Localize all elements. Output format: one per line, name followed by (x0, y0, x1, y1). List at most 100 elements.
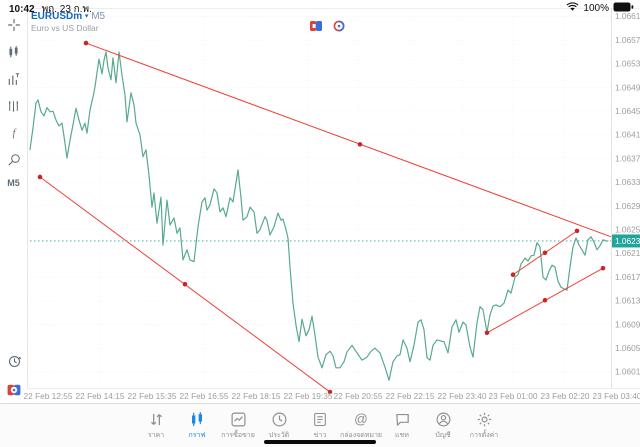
price-tick-label: 1.06050 (615, 343, 640, 353)
price-tick-label: 1.06610 (615, 11, 640, 21)
grid (30, 12, 611, 388)
time-tick-label: 23 Feb 02:20 (541, 391, 590, 401)
price-tick-label: 1.06010 (615, 367, 640, 377)
svg-text:f: f (12, 128, 16, 139)
history-icon (271, 410, 288, 428)
trendline-anchor-dot[interactable] (83, 40, 89, 46)
nav-item-mailbox[interactable]: @ กล่องจดหมาย (339, 410, 383, 441)
price-tick-label: 1.06330 (615, 177, 640, 187)
trendline-anchor-dot[interactable] (327, 389, 333, 395)
objects-icon[interactable] (5, 97, 23, 114)
trendline-anchor-dot[interactable] (182, 281, 188, 287)
nav-label-chat: แชท (395, 432, 409, 439)
price-tick-label: 1.06410 (615, 130, 640, 140)
toolbar-timeframe-label[interactable]: M5 (7, 178, 20, 188)
battery-percent: 100% (583, 3, 609, 14)
trade-icon (230, 410, 247, 428)
status-bar: 10:42 พฤ. 23 ก.พ. 100% (0, 0, 640, 16)
time-tick-label: 22 Feb 14:15 (76, 391, 125, 401)
time-tick-label: 22 Feb 12:55 (24, 391, 73, 401)
trendline-anchor-dot[interactable] (484, 330, 490, 336)
status-date: พฤ. 23 ก.พ. (41, 4, 92, 15)
price-tick-label: 1.06490 (615, 82, 640, 92)
battery-icon (613, 2, 634, 15)
time-tick-label: 22 Feb 22:15 (386, 391, 435, 401)
nav-item-trade[interactable]: การซื้อขาย (218, 410, 259, 441)
trendline-anchor-dot[interactable] (542, 297, 548, 303)
function-icon[interactable]: f (5, 124, 23, 141)
nav-item-chat[interactable]: แชท (382, 410, 423, 441)
trendline-anchor-dot[interactable] (37, 174, 43, 180)
price-axis[interactable]: 1.06610 1.06570 1.06530 1.06490 1.06450 1.064… (615, 11, 640, 377)
candlestick-icon[interactable] (5, 43, 23, 60)
price-tick-label: 1.06370 (615, 153, 640, 163)
trendline-anchor-dot[interactable] (357, 142, 363, 147)
symbol-description: Euro vs US Dollar (31, 22, 99, 33)
price-chart[interactable]: 1.06610 1.06570 1.06530 1.06490 1.06450 1.064… (0, 0, 640, 403)
event-flag-icon[interactable] (310, 21, 322, 31)
nav-item-history[interactable]: ประวัติ (259, 410, 300, 441)
event-clock-icon[interactable] (333, 20, 345, 32)
time-axis[interactable]: 22 Feb 12:55 22 Feb 14:15 22 Feb 15:35 22 F… (24, 391, 640, 401)
trendline-2[interactable] (37, 174, 333, 395)
nav-item-news[interactable]: ข่าว (300, 410, 341, 441)
time-tick-label: 22 Feb 23:40 (438, 391, 487, 401)
nav-label-quotes: ราคา (147, 432, 165, 439)
chart-toolbar: f M5 (0, 8, 28, 395)
trendline-anchor-dot[interactable] (600, 265, 606, 271)
price-series-line (29, 51, 609, 381)
shapes-icon[interactable] (5, 151, 23, 168)
price-tick-label: 1.06290 (615, 201, 640, 211)
price-tick-label: 1.06090 (615, 319, 640, 329)
current-price-badge: 1.06231 (612, 234, 640, 248)
nav-label-news: ข่าว (313, 432, 327, 439)
time-tick-label: 22 Feb 15:35 (128, 391, 177, 401)
crosshair-icon[interactable] (5, 16, 23, 33)
trendline-anchor-dot[interactable] (574, 228, 580, 234)
symbol-name[interactable]: EURUSDm (31, 11, 83, 22)
price-tick-label: 1.06570 (615, 35, 640, 45)
svg-text:@: @ (354, 411, 368, 426)
chart-header[interactable]: EURUSDm ▾ M5 Euro vs US Dollar (31, 11, 105, 33)
time-tick-label: 22 Feb 20:55 (334, 391, 383, 401)
trendline-anchor-dot[interactable] (510, 272, 516, 278)
price-tick-label: 1.06450 (615, 106, 640, 116)
economic-calendar-icon[interactable] (5, 381, 23, 398)
wifi-icon (566, 2, 579, 15)
nav-label-chart: กราฟ (188, 432, 206, 439)
price-tick-label: 1.06530 (615, 59, 640, 69)
mailbox-icon: @ (352, 410, 370, 428)
indicators-icon[interactable] (5, 70, 23, 87)
nav-label-mailbox: กล่องจดหมาย (339, 432, 383, 439)
nav-label-accounts: บัญชี (435, 432, 451, 439)
timeframe-label[interactable]: M5 (91, 11, 106, 22)
home-indicator[interactable] (264, 440, 376, 444)
time-tick-label: 22 Feb 19:35 (284, 391, 333, 401)
clock-time: 10:42 (9, 4, 35, 15)
nav-label-history: ประวัติ (268, 432, 290, 439)
symbol-dropdown-caret-icon[interactable]: ▾ (84, 13, 89, 20)
time-tick-label: 22 Feb 18:15 (232, 391, 281, 401)
trendline-1[interactable] (83, 40, 612, 238)
trendline-4[interactable] (484, 265, 606, 336)
time-tick-label: 23 Feb 01:00 (489, 391, 538, 401)
nav-item-settings[interactable]: การตั้งค่า (464, 410, 505, 441)
nav-item-chart[interactable]: กราฟ (177, 410, 218, 441)
nav-label-settings: การตั้งค่า (469, 432, 499, 439)
trading-hours-icon[interactable] (5, 353, 23, 370)
svg-text:1.06231: 1.06231 (615, 236, 640, 246)
nav-item-accounts[interactable]: บัญชี (423, 410, 464, 441)
nav-item-quotes[interactable]: ราคา (136, 410, 177, 441)
trendline-3[interactable] (510, 228, 580, 278)
accounts-icon (435, 410, 452, 428)
quotes-icon (148, 410, 165, 428)
price-tick-label: 1.06130 (615, 296, 640, 306)
time-tick-label: 23 Feb 03:40 (593, 391, 640, 401)
price-tick-label: 1.06250 (615, 225, 640, 235)
bottom-navigation: ราคา กราฟ การซื้อขาย ประวัติ ข่าว @ กล่องจดหมา… (0, 403, 640, 447)
time-tick-label: 22 Feb 16:55 (180, 391, 229, 401)
price-tick-label: 1.06170 (615, 272, 640, 282)
settings-icon (476, 410, 493, 428)
trendline-anchor-dot[interactable] (542, 250, 548, 256)
